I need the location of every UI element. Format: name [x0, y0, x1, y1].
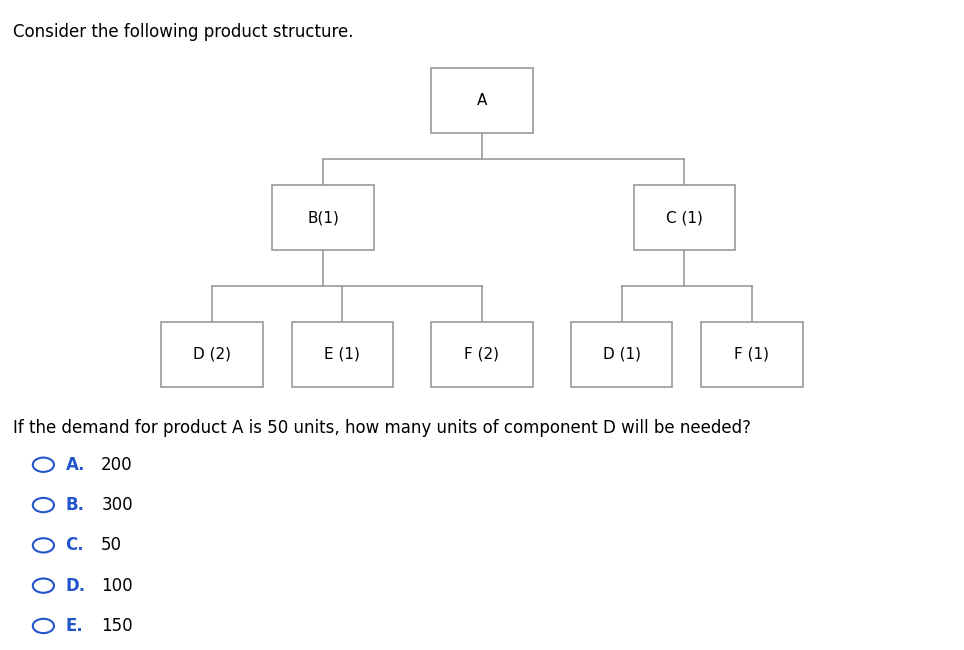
FancyBboxPatch shape [634, 185, 735, 250]
Text: 200: 200 [101, 456, 133, 474]
Text: F (2): F (2) [465, 346, 499, 362]
Text: Consider the following product structure.: Consider the following product structure… [13, 23, 354, 41]
Text: C (1): C (1) [666, 210, 703, 226]
Text: D (1): D (1) [602, 346, 641, 362]
Text: A.: A. [66, 456, 85, 474]
Text: If the demand for product A is 50 units, how many units of component D will be n: If the demand for product A is 50 units,… [13, 419, 752, 437]
Text: E.: E. [66, 617, 83, 635]
Text: 300: 300 [101, 496, 133, 514]
Text: E (1): E (1) [324, 346, 361, 362]
Text: 150: 150 [101, 617, 133, 635]
Text: F (1): F (1) [735, 346, 769, 362]
FancyBboxPatch shape [571, 322, 673, 387]
FancyBboxPatch shape [432, 68, 532, 133]
Text: C.: C. [66, 536, 84, 554]
Text: D.: D. [66, 577, 86, 595]
Text: 100: 100 [101, 577, 133, 595]
FancyBboxPatch shape [291, 322, 393, 387]
FancyBboxPatch shape [432, 322, 532, 387]
Text: A: A [477, 93, 487, 109]
FancyBboxPatch shape [273, 185, 374, 250]
Text: D (2): D (2) [193, 346, 231, 362]
Text: B.: B. [66, 496, 85, 514]
Text: B(1): B(1) [307, 210, 339, 226]
FancyBboxPatch shape [162, 322, 262, 387]
FancyBboxPatch shape [702, 322, 802, 387]
Text: 50: 50 [101, 536, 122, 554]
